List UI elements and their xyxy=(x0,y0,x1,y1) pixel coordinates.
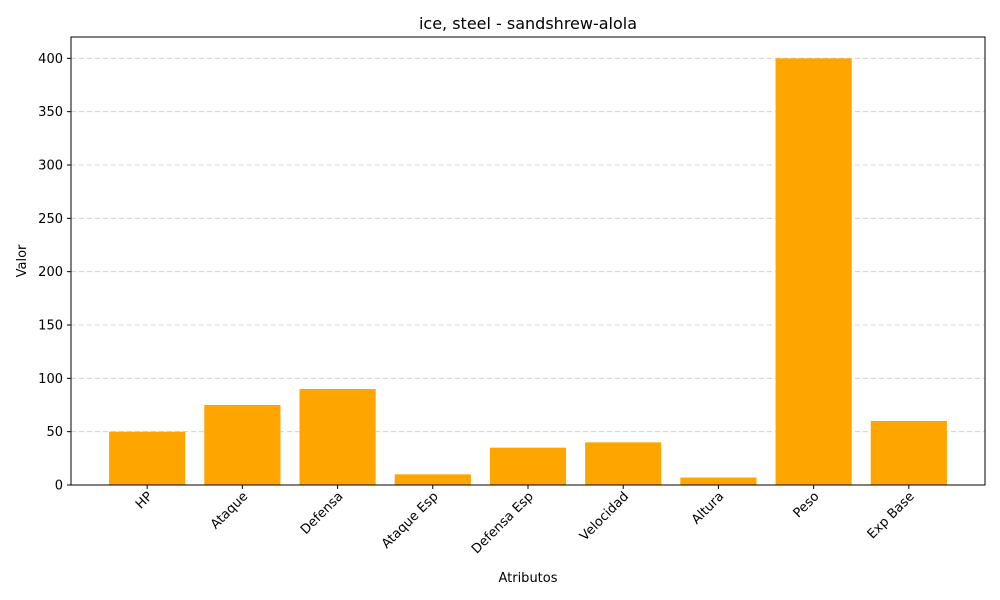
y-tick-label: 0 xyxy=(55,479,63,494)
bar-defensa xyxy=(299,389,376,485)
bar-velocidad xyxy=(585,442,662,485)
y-tick-label: 250 xyxy=(38,212,63,227)
x-tick-label: Velocidad xyxy=(577,489,632,544)
x-tick-label: Ataque Esp xyxy=(379,489,442,552)
x-tick-label: Altura xyxy=(689,489,727,527)
bar-ataque xyxy=(204,405,281,485)
bar-hp xyxy=(109,431,186,485)
y-tick-label: 400 xyxy=(38,52,63,67)
chart-title: ice, steel - sandshrew-alola xyxy=(419,14,637,33)
grid-lines xyxy=(71,57,985,433)
x-tick-label: HP xyxy=(133,489,156,512)
x-tick-label: Defensa xyxy=(298,489,346,537)
bar-ataque-esp xyxy=(394,474,471,485)
y-axis-ticks: 0 50 100 150 200 250 300 350 400 xyxy=(38,52,71,494)
y-tick-label: 200 xyxy=(38,265,63,280)
x-axis-ticks: HP Ataque Defensa Ataque Esp Defensa Esp Velo… xyxy=(133,485,918,557)
y-tick-label: 100 xyxy=(38,372,63,387)
x-tick-label: Ataque xyxy=(208,489,251,532)
y-tick-label: 150 xyxy=(38,319,63,334)
bar-exp-base xyxy=(870,421,947,485)
x-tick-label: Exp Base xyxy=(865,489,918,542)
y-tick-label: 50 xyxy=(46,425,63,440)
bar-peso xyxy=(775,58,852,485)
x-tick-label: Peso xyxy=(791,489,823,521)
bar-altura xyxy=(680,477,757,485)
y-tick-label: 300 xyxy=(38,159,63,174)
y-tick-label: 350 xyxy=(38,105,63,120)
x-axis-label: Atributos xyxy=(498,571,557,586)
y-axis-label: Valor xyxy=(15,244,30,277)
bars xyxy=(109,58,947,485)
x-tick-label: Defensa Esp xyxy=(469,489,537,557)
bar-defensa-esp xyxy=(489,447,567,485)
